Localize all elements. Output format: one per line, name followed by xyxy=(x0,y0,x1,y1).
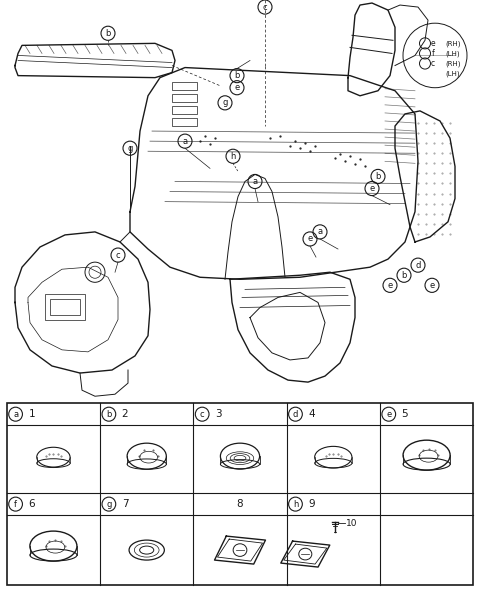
Text: (RH): (RH) xyxy=(445,40,460,47)
Text: c: c xyxy=(263,2,267,12)
Text: e: e xyxy=(387,281,393,290)
Text: 7: 7 xyxy=(121,499,128,509)
Text: e: e xyxy=(430,281,434,290)
Text: c: c xyxy=(431,59,435,68)
Text: f: f xyxy=(432,49,434,58)
Text: f: f xyxy=(14,500,17,509)
Text: 5: 5 xyxy=(401,409,408,419)
Text: h: h xyxy=(230,152,236,161)
Bar xyxy=(172,94,197,102)
Text: 1: 1 xyxy=(28,409,35,419)
Text: d: d xyxy=(415,261,420,270)
Text: g: g xyxy=(222,99,228,107)
Text: c: c xyxy=(200,409,204,419)
Bar xyxy=(172,106,197,114)
Text: (LH): (LH) xyxy=(445,50,460,57)
Text: a: a xyxy=(317,227,323,237)
Bar xyxy=(172,81,197,90)
Text: a: a xyxy=(252,177,258,186)
Text: a: a xyxy=(182,137,188,146)
Bar xyxy=(45,294,85,320)
Text: h: h xyxy=(293,500,298,509)
Text: g: g xyxy=(127,144,132,153)
Text: 9: 9 xyxy=(308,499,315,509)
Text: d: d xyxy=(293,409,298,419)
Text: e: e xyxy=(370,184,374,193)
Text: e: e xyxy=(386,409,391,419)
Text: a: a xyxy=(13,409,18,419)
Text: e: e xyxy=(234,83,240,92)
Text: 8: 8 xyxy=(237,499,243,509)
Text: e: e xyxy=(431,39,435,48)
Text: 2: 2 xyxy=(121,409,128,419)
Text: b: b xyxy=(375,172,381,181)
Text: 6: 6 xyxy=(28,499,35,509)
Text: c: c xyxy=(116,251,120,260)
Text: 3: 3 xyxy=(215,409,222,419)
Bar xyxy=(172,118,197,126)
Text: b: b xyxy=(106,409,111,419)
Text: b: b xyxy=(234,71,240,80)
Bar xyxy=(50,300,80,314)
Text: b: b xyxy=(401,271,407,280)
Text: 10: 10 xyxy=(346,519,357,527)
Text: g: g xyxy=(106,500,111,509)
Text: e: e xyxy=(307,234,312,244)
Text: b: b xyxy=(105,29,111,38)
Text: 4: 4 xyxy=(308,409,315,419)
Text: (LH): (LH) xyxy=(445,70,460,77)
Text: (RH): (RH) xyxy=(445,60,460,67)
